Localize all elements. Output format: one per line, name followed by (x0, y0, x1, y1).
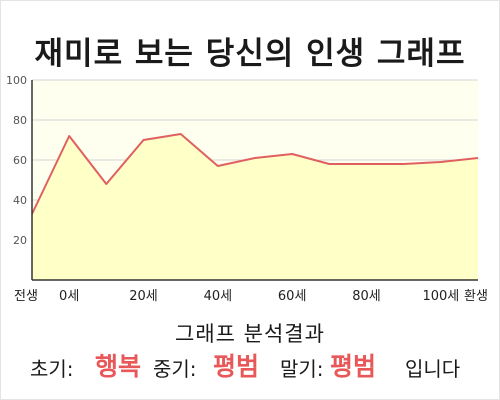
x-tick-label: 40세 (204, 289, 233, 304)
x-tick-label: 전생 (14, 289, 38, 304)
y-tick-label: 40 (13, 194, 27, 207)
x-tick-labels: 전생 0세 20세 40세 60세 80세 100세 환생 (14, 289, 488, 304)
x-tick-label: 100세 (422, 289, 459, 304)
mid-label: 중기: (153, 357, 197, 381)
x-tick-label: 환생 (464, 289, 488, 304)
late-label: 말기: (280, 357, 324, 381)
y-tick-label: 100 (6, 74, 27, 87)
x-tick-label: 0세 (59, 289, 79, 304)
late-value: 평범 (330, 352, 377, 381)
mid-value: 평범 (213, 352, 260, 381)
series-line (31, 133, 479, 215)
x-tick-label: 80세 (352, 289, 381, 304)
result-suffix: 입니다 (405, 357, 461, 381)
area-fill (32, 134, 478, 280)
early-value: 행복 (95, 352, 142, 381)
y-tick-labels: 20 40 60 80 100 (6, 74, 27, 247)
x-tick-label: 20세 (129, 289, 158, 304)
y-tick-label: 80 (13, 114, 27, 127)
analysis-result: 초기: 행복 중기: 평범 말기: 평범 입니다 (0, 343, 500, 383)
analysis-heading: 그래프 분석결과 (175, 322, 325, 346)
x-tick-label: 60세 (278, 289, 307, 304)
y-tick-label: 60 (13, 154, 27, 167)
early-label: 초기: (30, 357, 74, 381)
chart-title: 재미로 보는 당신의 인생 그래프 (34, 36, 466, 72)
y-tick-label: 20 (13, 234, 27, 247)
